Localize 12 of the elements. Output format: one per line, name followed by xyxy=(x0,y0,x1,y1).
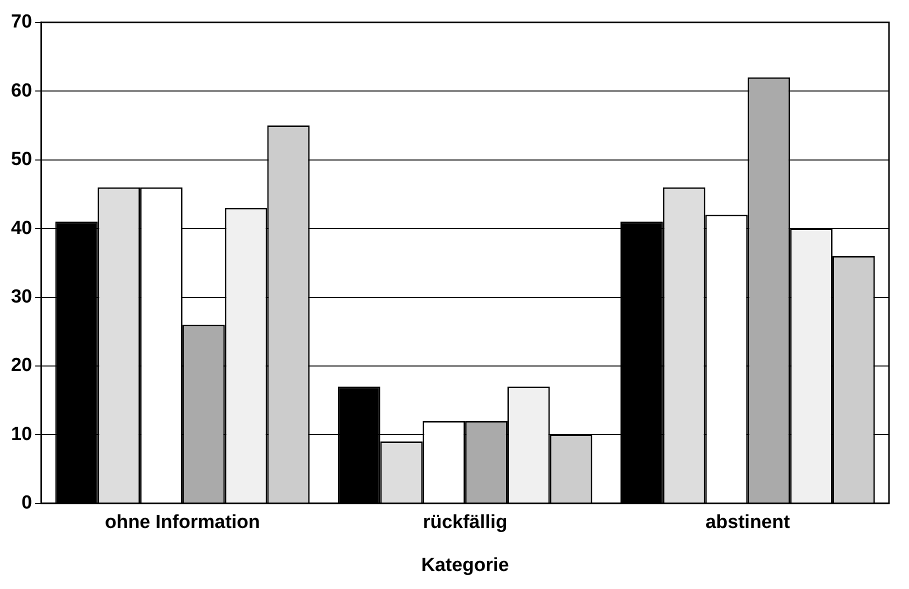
y-tick-label: 40 xyxy=(10,218,32,239)
x-tick-label: ohne Information xyxy=(104,512,260,534)
y-tick-label: 50 xyxy=(10,149,32,170)
x-axis-title: Kategorie xyxy=(421,554,509,576)
x-tick-label: abstinent xyxy=(705,512,791,534)
x-tick-label: rückfällig xyxy=(422,512,508,534)
y-tick-label: 0 xyxy=(22,492,32,514)
y-tick-label: 70 xyxy=(10,12,32,33)
y-tick-label: 10 xyxy=(10,424,32,445)
y-tick-label: 60 xyxy=(10,80,32,102)
y-tick-label: 30 xyxy=(10,286,32,308)
y-tick-label: 20 xyxy=(10,355,32,376)
